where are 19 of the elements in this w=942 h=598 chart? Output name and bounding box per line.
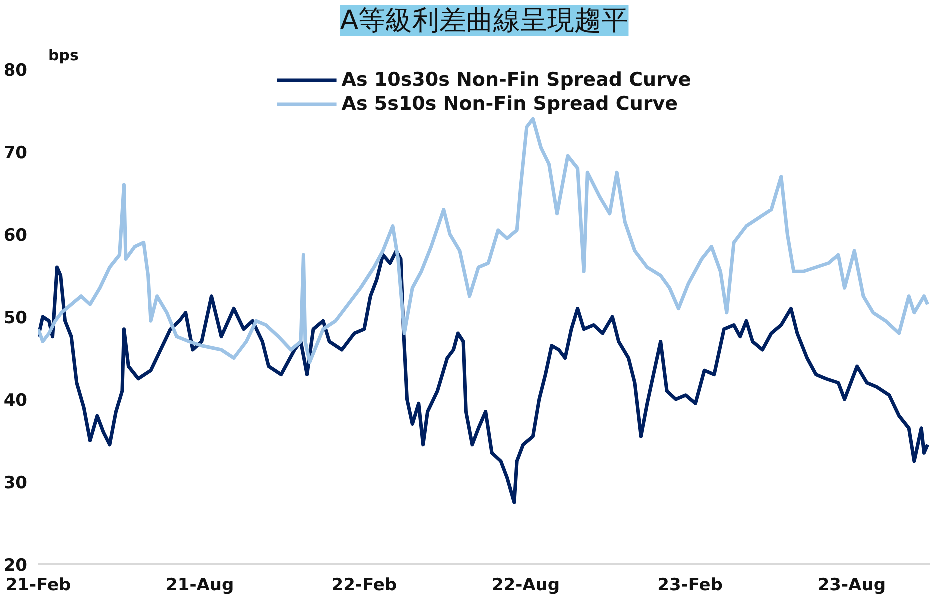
y-tick-label: 70 xyxy=(4,144,28,164)
legend-label: As 5s10s Non-Fin Spread Curve xyxy=(342,93,678,115)
chart-title: A等級利差曲線呈現趨平 xyxy=(340,6,629,36)
line-series xyxy=(38,249,930,504)
x-tick-label: 23-Feb xyxy=(658,576,723,596)
y-tick-label: 40 xyxy=(4,391,28,411)
line-series xyxy=(38,117,930,364)
y-tick-label: 30 xyxy=(4,474,28,494)
y-tick-label: 20 xyxy=(4,556,28,576)
y-axis-title: bps xyxy=(48,46,79,64)
y-tick-label: 50 xyxy=(4,308,28,328)
x-tick-label: 21-Aug xyxy=(166,576,234,596)
x-tick-label: 22-Feb xyxy=(332,576,398,596)
legend-label: As 10s30s Non-Fin Spread Curve xyxy=(342,69,692,91)
y-tick-label: 80 xyxy=(4,61,28,81)
y-tick-label: 60 xyxy=(4,226,28,246)
x-tick-label: 22-Aug xyxy=(492,576,560,596)
x-tick-label: 23-Aug xyxy=(818,576,886,596)
x-tick-label: 21-Feb xyxy=(6,576,72,596)
